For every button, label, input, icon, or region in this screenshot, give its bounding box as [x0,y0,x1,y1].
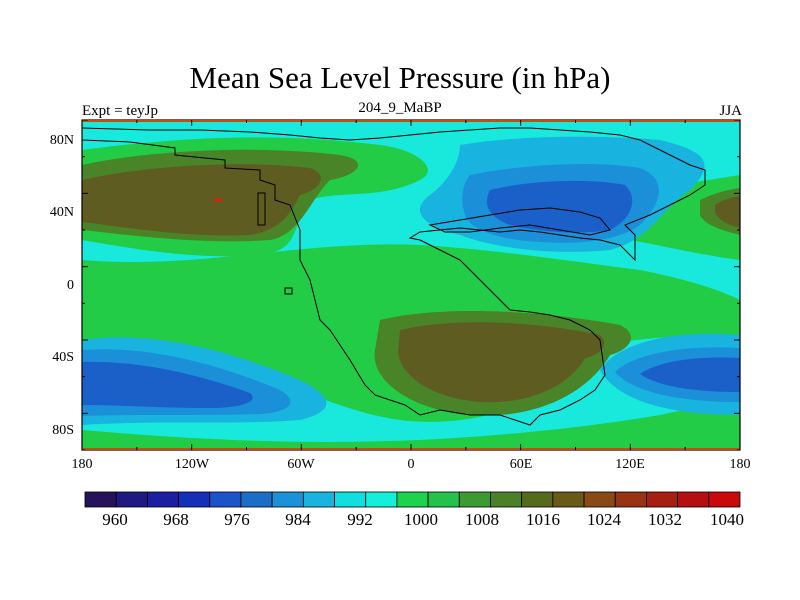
lat-label-80s: 80S [52,423,74,438]
colorbar-swatch [365,491,398,508]
colorbar-swatch [146,491,179,508]
colorbar-swatch [458,491,491,508]
lake-outline [257,192,266,226]
colorbar-swatch [115,491,148,508]
colorbar-swatch [552,491,585,508]
lat-label-40s: 40S [52,350,74,365]
colorbar-swatch [84,491,117,508]
colorbar-swatch [240,491,273,508]
lon-label-120e: 120E [615,457,645,472]
colorbar-swatch [583,491,616,508]
colorbar-swatch [490,491,523,508]
south-low-west-core [82,361,253,408]
inner-seaway-outline [428,207,611,236]
colorbar-label: 984 [285,510,311,529]
lon-label-120w: 120W [174,457,210,472]
colorbar-swatch [427,491,460,508]
colorbar-label: 1008 [465,510,499,529]
north-low-core [486,180,633,233]
colorbar-swatch [334,491,367,508]
axis-ticks [81,119,741,451]
season-label: JJA [719,103,742,119]
south-high-core [398,322,605,403]
colorbar-label: 976 [224,510,250,529]
east-high-core [715,196,740,228]
southern-green-band [82,409,740,450]
colorbar-label: 1032 [648,510,682,529]
colorbar-label: 960 [102,510,128,529]
colorbar-swatch [178,491,211,508]
colorbar-label: 992 [347,510,373,529]
pressure-field [82,120,740,450]
island-outline [284,287,293,295]
lon-label-180w: 180 [71,457,93,472]
lat-label-40n: 40N [49,205,74,220]
colorbar [84,491,741,508]
experiment-label: Expt = teyJp [82,103,158,119]
colorbar-label: 1016 [526,510,560,529]
subtitle-label: 204_9_MaBP [358,100,442,116]
colorbar-swatch [708,491,741,508]
lon-label-0: 0 [407,457,415,472]
colorbar-swatch [396,491,429,508]
colorbar-label: 1040 [710,510,744,529]
map-title: Mean Sea Level Pressure (in hPa) [189,60,611,95]
colorbar-swatch [302,491,335,508]
south-low-east-core [640,357,740,392]
lat-label-0: 0 [67,278,74,293]
lon-label-180e: 180 [729,457,751,472]
colorbar-label: 968 [163,510,189,529]
colorbar-swatch [271,491,304,508]
colorbar-label: 1000 [404,510,438,529]
colorbar-swatch [209,491,242,508]
high-pressure-speck [213,198,223,202]
continent-outline [82,127,706,426]
colorbar-swatch [677,491,710,508]
colorbar-swatch [521,491,554,508]
colorbar-label: 1024 [587,510,621,529]
lat-label-80n: 80N [49,133,74,148]
north-high-core [82,164,321,236]
lon-label-60e: 60E [509,457,533,472]
colorbar-swatch [646,491,679,508]
colorbar-swatch [614,491,647,508]
lon-label-60w: 60W [287,457,315,472]
